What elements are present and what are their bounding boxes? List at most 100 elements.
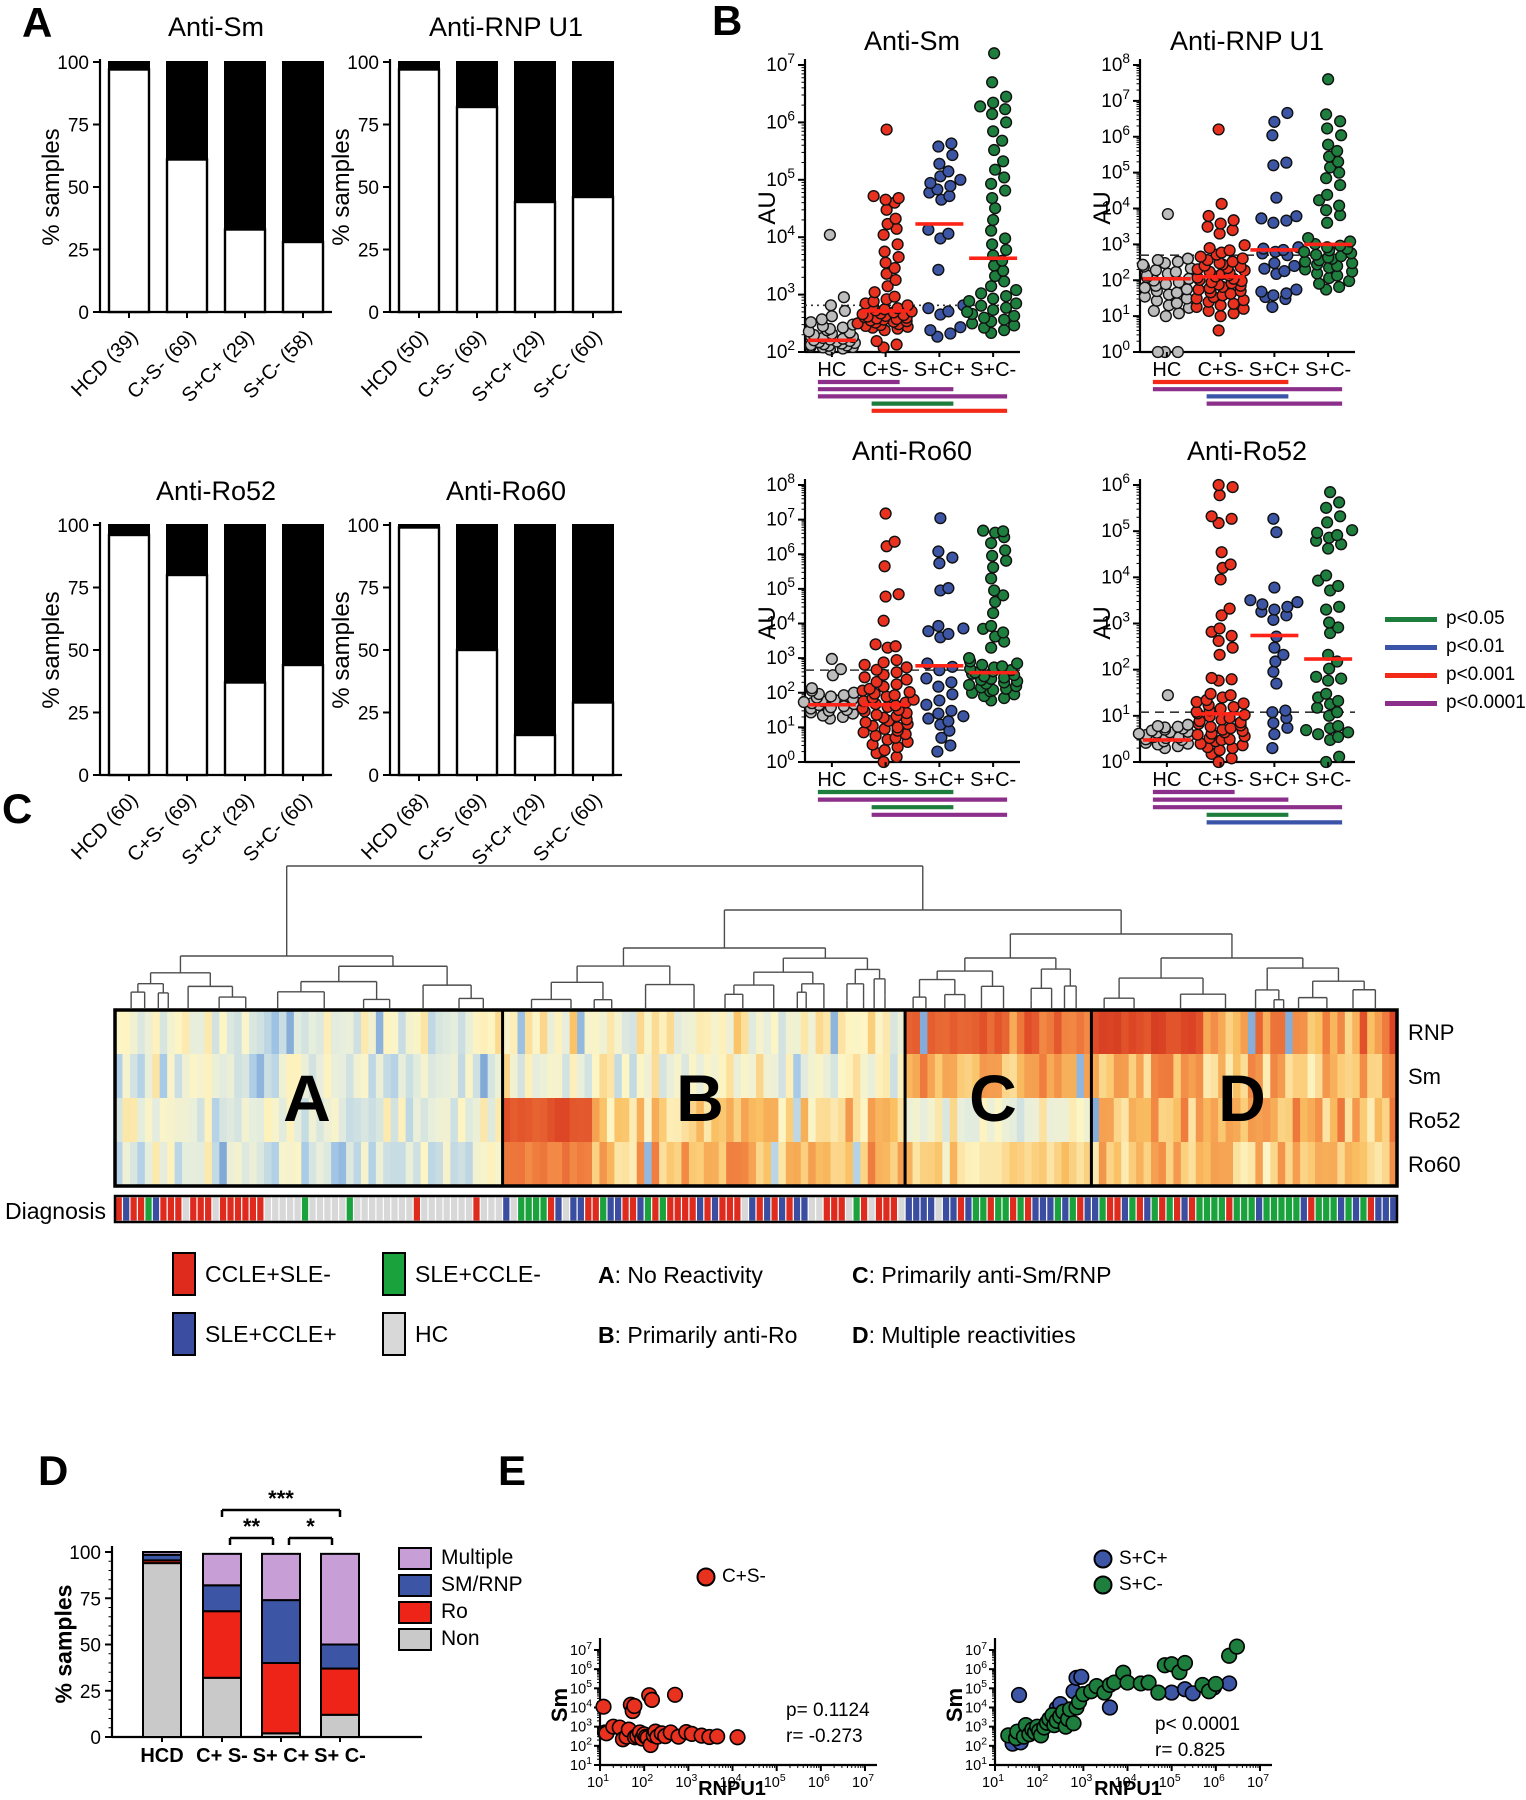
svg-text:100: 100	[766, 748, 795, 773]
svg-text:102: 102	[570, 1737, 592, 1755]
panel-d-label: D	[38, 1447, 69, 1494]
cluster-letter-b: B	[676, 1061, 724, 1135]
svg-text:S+ C-: S+ C-	[314, 1745, 366, 1767]
svg-text:107: 107	[1247, 1773, 1269, 1791]
svg-text:102: 102	[766, 679, 795, 704]
svg-text:S+C+: S+C+	[914, 359, 965, 381]
heatmap-row-label-rnp: RNP	[1408, 1020, 1455, 1045]
legend-multiple: Multiple	[398, 1546, 513, 1570]
svg-text:C+S-: C+S-	[1198, 769, 1244, 791]
svg-text:106: 106	[808, 1773, 830, 1791]
svg-text:107: 107	[766, 51, 795, 76]
legend-label: HC	[415, 1320, 449, 1347]
svg-text:108: 108	[766, 471, 795, 496]
multiple-swatch	[398, 1546, 432, 1570]
legend-dot-scpos	[1093, 1549, 1113, 1569]
svg-text:106: 106	[1101, 123, 1130, 148]
panel-e-label: E	[498, 1447, 527, 1494]
au-axis-label: AU	[754, 606, 781, 640]
legend-label-scneg: S+C-	[1119, 1574, 1163, 1595]
gray-swatch	[382, 1312, 406, 1356]
heatmap-row-label-ro52: Ro52	[1408, 1108, 1461, 1133]
panel-c-label: C	[2, 785, 33, 832]
svg-text:102: 102	[631, 1773, 653, 1791]
svg-text:106: 106	[570, 1660, 592, 1678]
chart-title-anti-ro52-dot: Anti-Ro52	[1186, 436, 1308, 466]
svg-text:105: 105	[965, 1679, 987, 1697]
chart-title-anti-ro60-bar: Anti-Ro60	[445, 476, 567, 506]
chart-title-anti-rnp-dot: Anti-RNP U1	[1169, 26, 1325, 56]
svg-text:75: 75	[80, 1589, 101, 1610]
svg-text:104: 104	[1101, 563, 1130, 588]
legend-label-scpos: S+C+	[1119, 1548, 1168, 1569]
svg-text:101: 101	[1101, 302, 1130, 327]
chart-title-anti-ro52-bar: Anti-Ro52	[155, 476, 277, 506]
stat-p-left: p= 0.1124	[786, 1700, 870, 1721]
sm-axis-label: Sm	[547, 1687, 572, 1723]
svg-text:103: 103	[1101, 230, 1130, 255]
au-axis-label: AU	[754, 191, 781, 225]
y-axis-label: % samples	[328, 591, 355, 709]
svg-text:50: 50	[358, 178, 379, 199]
svg-text:102: 102	[1101, 266, 1130, 291]
cluster-def-c: C: Primarily anti-Sm/RNP	[852, 1262, 1111, 1289]
svg-text:**: **	[243, 1514, 261, 1539]
svg-text:106: 106	[965, 1660, 987, 1678]
sig-line-green	[1385, 616, 1437, 622]
svg-text:75: 75	[358, 116, 379, 137]
svg-text:75: 75	[68, 116, 89, 137]
smrnp-swatch	[398, 1573, 432, 1597]
legend-dot-scneg	[1093, 1575, 1113, 1595]
cluster-desc: : No Reactivity	[614, 1262, 763, 1288]
svg-text:50: 50	[68, 641, 89, 662]
cluster-letter-c: C	[969, 1061, 1017, 1135]
chart-title-anti-sm-bar: Anti-Sm	[167, 12, 265, 42]
svg-text:102: 102	[1026, 1773, 1048, 1791]
svg-text:106: 106	[1101, 471, 1130, 496]
svg-text:103: 103	[675, 1773, 697, 1791]
cluster-desc: : Primarily anti-Ro	[614, 1322, 798, 1348]
legend-sle-ccle-pos: SLE+CCLE+	[172, 1312, 337, 1356]
svg-text:101: 101	[570, 1756, 592, 1774]
svg-text:103: 103	[766, 281, 795, 306]
svg-text:0: 0	[90, 1728, 101, 1749]
svg-text:S+C-: S+C-	[1305, 769, 1351, 791]
sm-axis-label: Sm	[942, 1687, 967, 1723]
cluster-desc: : Primarily anti-Sm/RNP	[868, 1262, 1112, 1288]
svg-text:104: 104	[570, 1698, 592, 1716]
cluster-key: A	[598, 1262, 615, 1288]
svg-text:106: 106	[766, 108, 795, 133]
sig-legend-p0001: p<0.0001	[1385, 692, 1526, 714]
svg-text:HC: HC	[817, 769, 846, 791]
red-swatch	[172, 1252, 196, 1296]
svg-text:100: 100	[57, 53, 89, 74]
au-axis-label: AU	[1089, 191, 1116, 225]
cluster-letter-a: A	[283, 1061, 331, 1135]
svg-text:0: 0	[78, 303, 89, 324]
y-axis-label: % samples	[50, 1584, 77, 1704]
legend-sm-rnp: SM/RNP	[398, 1573, 523, 1597]
svg-text:S+ C+: S+ C+	[253, 1745, 310, 1767]
svg-text:106: 106	[766, 540, 795, 565]
svg-text:S+C+: S+C+	[1249, 769, 1300, 791]
svg-text:25: 25	[68, 241, 89, 262]
chart-title-anti-sm-dot: Anti-Sm	[863, 26, 961, 56]
rnpu1-axis-label: RNPU1	[698, 1778, 766, 1800]
diagnosis-label: Diagnosis	[5, 1198, 106, 1224]
legend-label: SLE+CCLE+	[205, 1320, 337, 1347]
svg-text:103: 103	[1070, 1773, 1092, 1791]
legend-label: SLE+CCLE-	[415, 1260, 541, 1287]
sig-legend-label: p<0.01	[1446, 636, 1505, 657]
svg-text:106: 106	[1203, 1773, 1225, 1791]
legend-dot-cs	[696, 1567, 716, 1587]
cluster-desc: : Multiple reactivities	[868, 1322, 1076, 1348]
svg-text:HC: HC	[1152, 359, 1181, 381]
svg-text:0: 0	[78, 766, 89, 787]
svg-text:25: 25	[80, 1682, 101, 1703]
stat-r-left: r= -0.273	[786, 1726, 863, 1747]
non-swatch	[398, 1627, 432, 1651]
svg-text:S+C+: S+C+	[914, 769, 965, 791]
svg-text:25: 25	[68, 704, 89, 725]
